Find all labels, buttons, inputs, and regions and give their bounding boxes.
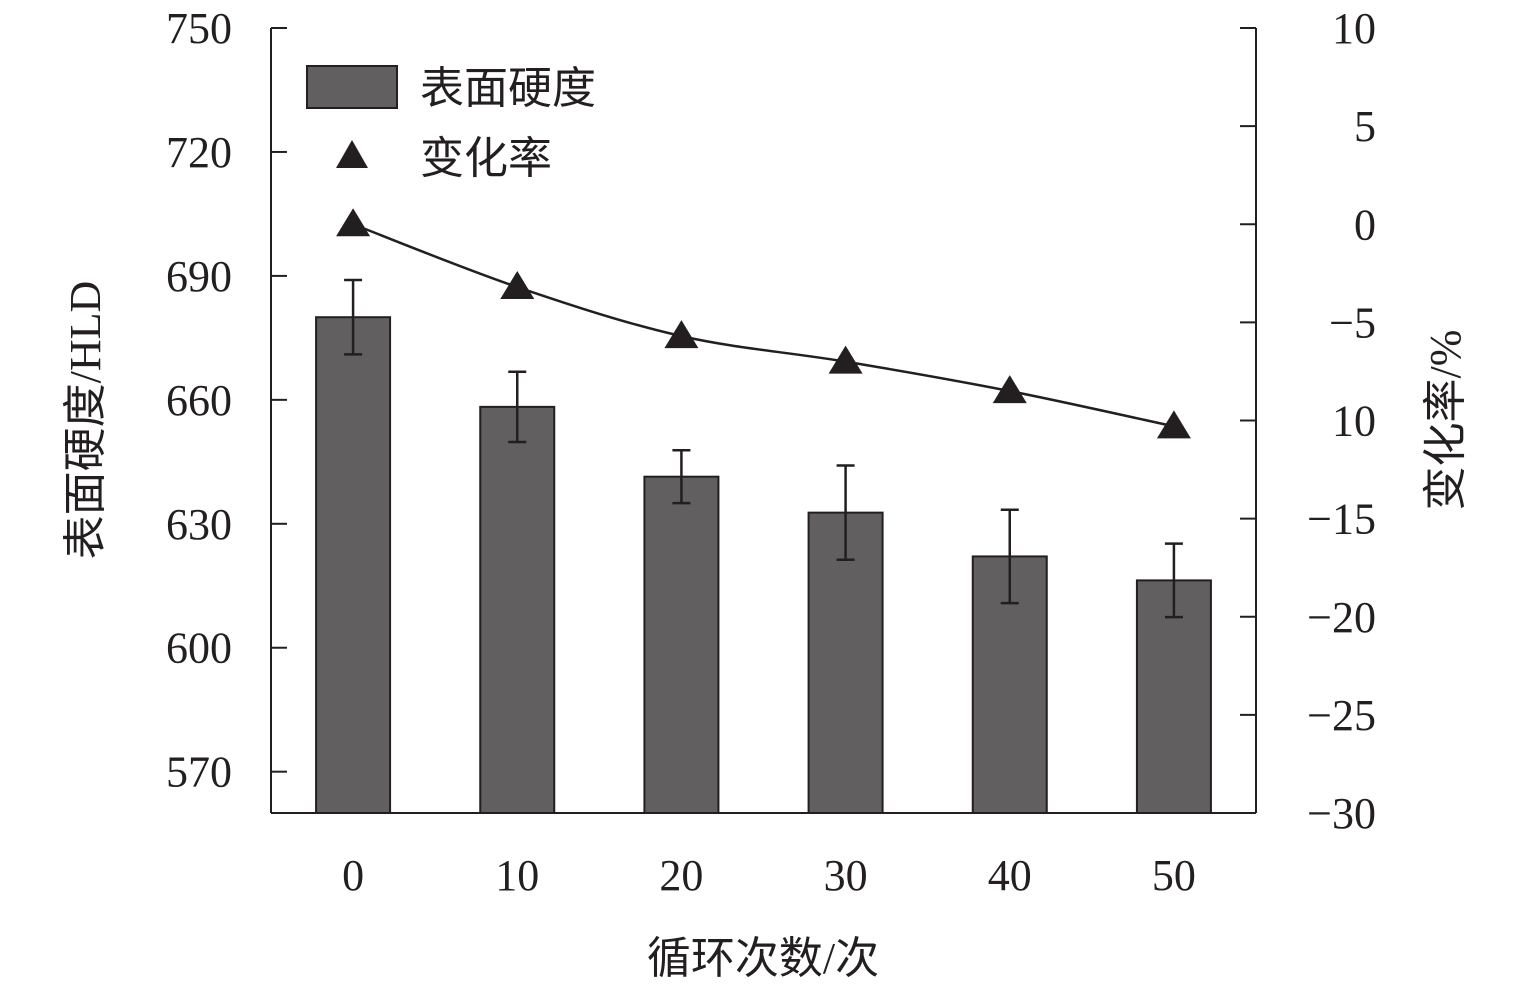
legend-label-rate: 变化率 <box>420 134 552 183</box>
legend-bar-swatch <box>306 65 398 109</box>
x-tick-label: 10 <box>495 851 539 900</box>
x-tick-label: 40 <box>988 851 1032 900</box>
legend-triangle-marker <box>336 140 368 168</box>
y2-tick-label: 0 <box>1354 200 1376 249</box>
x-tick-label: 20 <box>659 851 703 900</box>
y2-tick-label: −15 <box>1307 495 1376 544</box>
error-bars <box>344 278 1183 619</box>
y-tick-label: 660 <box>166 376 232 425</box>
rate-line <box>336 208 1191 439</box>
y2-tick-label: 10 <box>1332 4 1376 53</box>
bar-20 <box>643 475 720 814</box>
y-tick-label: 600 <box>166 624 232 673</box>
y2-tick-label: −30 <box>1307 789 1376 838</box>
bars <box>315 316 1212 814</box>
y2-tick-label: −5 <box>1329 298 1376 347</box>
bar-30 <box>807 511 884 814</box>
y2-tick-label: 10 <box>1332 397 1376 446</box>
y-tick-label: 690 <box>166 252 232 301</box>
x-tick-label: 0 <box>342 851 364 900</box>
y2-tick-label: −20 <box>1307 593 1376 642</box>
x-tick-label: 50 <box>1152 851 1196 900</box>
y-tick-label: 750 <box>166 4 232 53</box>
rate-curve <box>352 223 1175 428</box>
rate-marker-10 <box>500 271 535 300</box>
y-tick-label: 630 <box>166 500 232 549</box>
x-tick-label: 30 <box>824 851 868 900</box>
rate-marker-50 <box>1156 410 1191 439</box>
legend-label-hardness: 表面硬度 <box>420 64 596 113</box>
rate-marker-30 <box>828 345 863 374</box>
rate-marker-20 <box>664 320 699 349</box>
y2-axis-title: 变化率/% <box>1421 330 1470 511</box>
bar-0 <box>315 316 392 814</box>
rate-marker-40 <box>992 375 1027 404</box>
y-tick-label: 570 <box>166 748 232 797</box>
y-tick-label: 720 <box>166 128 232 177</box>
y2-tick-label: −25 <box>1307 691 1376 740</box>
rate-marker-0 <box>336 208 371 237</box>
legend: 表面硬度 变化率 <box>306 64 596 183</box>
bar-10 <box>479 405 556 814</box>
axes <box>270 27 1257 814</box>
y-axis-title: 表面硬度/HLD <box>61 281 110 560</box>
y2-tick-label: 5 <box>1354 102 1376 151</box>
x-axis-title: 循环次数/次 <box>647 934 879 983</box>
